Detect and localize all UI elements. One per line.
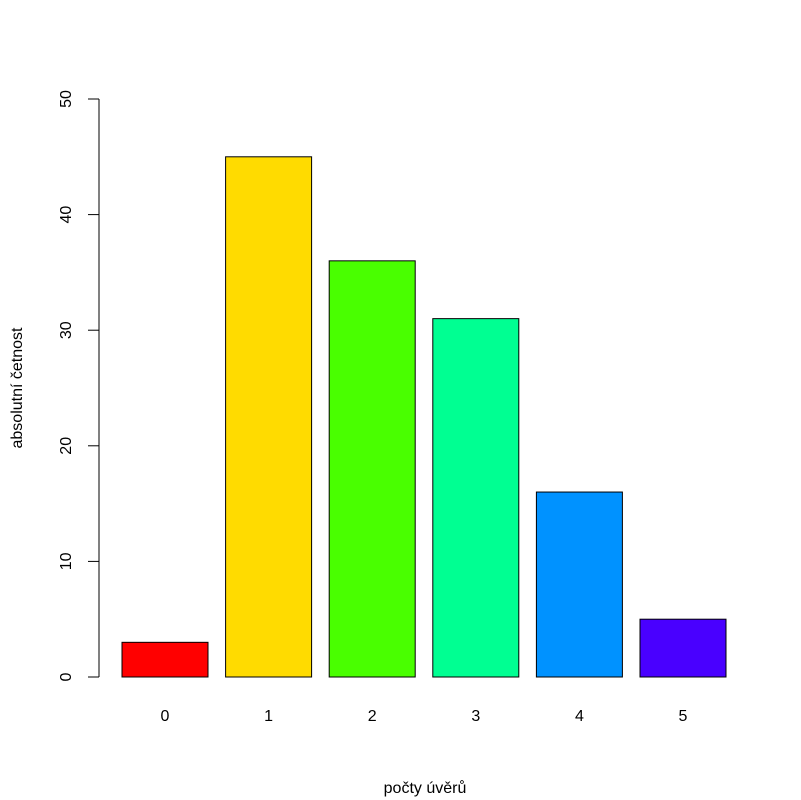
y-tick-label: 10 <box>58 552 75 570</box>
x-tick-label: 2 <box>368 708 377 725</box>
y-tick-label: 20 <box>58 437 75 455</box>
bar-0 <box>121 641 209 678</box>
x-axis-title: počty úvěrů <box>384 779 467 797</box>
bar-2 <box>328 260 416 678</box>
y-tick-label: 40 <box>58 206 75 224</box>
x-tick-label: 0 <box>161 708 170 725</box>
x-tick-label: 4 <box>575 708 584 725</box>
bar-3 <box>432 318 520 678</box>
bar-4 <box>535 491 623 678</box>
x-tick-label: 3 <box>471 708 480 725</box>
bar-1 <box>225 156 313 678</box>
x-axis-labels: 0 1 2 3 4 5 <box>161 708 688 725</box>
y-tick-label: 0 <box>58 672 75 681</box>
x-tick-label: 5 <box>679 708 688 725</box>
x-tick-label: 1 <box>264 708 273 725</box>
y-axis: 0 10 20 30 40 50 <box>58 90 100 681</box>
bars <box>121 156 727 678</box>
y-axis-title: absolutní četnost <box>9 327 26 449</box>
y-tick-label: 30 <box>58 321 75 339</box>
y-tick-label: 50 <box>58 90 75 108</box>
bar-5 <box>639 618 727 678</box>
